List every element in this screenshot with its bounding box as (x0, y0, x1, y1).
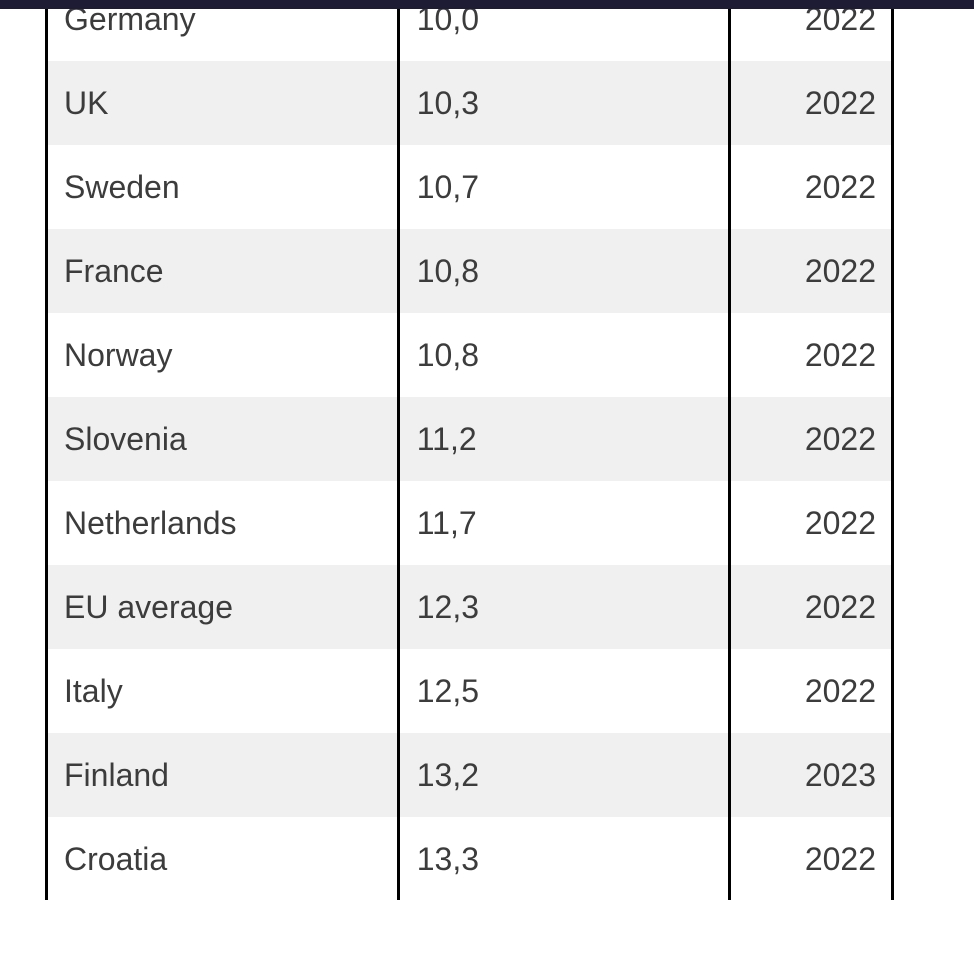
year-cell: 2022 (731, 0, 894, 61)
year-cell: 2022 (731, 61, 894, 145)
data-table: Germany 10,0 2022 UK 10,3 2022 Sweden 10… (45, 0, 894, 900)
country-cell: Croatia (48, 817, 400, 900)
top-navbar-edge (0, 0, 974, 9)
table-row: Sweden 10,7 2022 (48, 145, 894, 229)
year-cell: 2022 (731, 229, 894, 313)
year-cell: 2022 (731, 817, 894, 900)
value-cell: 12,5 (400, 649, 731, 733)
value-cell: 10,0 (400, 0, 731, 61)
country-cell: Italy (48, 649, 400, 733)
value-cell: 10,8 (400, 313, 731, 397)
table-row: Slovenia 11,2 2022 (48, 397, 894, 481)
year-cell: 2023 (731, 733, 894, 817)
value-cell: 13,3 (400, 817, 731, 900)
value-cell: 13,2 (400, 733, 731, 817)
table-scroll-region[interactable]: Germany 10,0 2022 UK 10,3 2022 Sweden 10… (0, 0, 974, 900)
year-cell: 2022 (731, 565, 894, 649)
value-cell: 10,8 (400, 229, 731, 313)
table-row: Norway 10,8 2022 (48, 313, 894, 397)
table-row: Italy 12,5 2022 (48, 649, 894, 733)
country-cell: Slovenia (48, 397, 400, 481)
table-row: France 10,8 2022 (48, 229, 894, 313)
country-cell: UK (48, 61, 400, 145)
year-cell: 2022 (731, 649, 894, 733)
table-row: Finland 13,2 2023 (48, 733, 894, 817)
country-cell: Netherlands (48, 481, 400, 565)
country-cell: Finland (48, 733, 400, 817)
value-cell: 12,3 (400, 565, 731, 649)
value-cell: 10,3 (400, 61, 731, 145)
table-row: Croatia 13,3 2022 (48, 817, 894, 900)
table-row: Germany 10,0 2022 (48, 0, 894, 61)
country-cell: France (48, 229, 400, 313)
table-row: UK 10,3 2022 (48, 61, 894, 145)
year-cell: 2022 (731, 313, 894, 397)
country-cell: Germany (48, 0, 400, 61)
table-row: Netherlands 11,7 2022 (48, 481, 894, 565)
country-cell: Sweden (48, 145, 400, 229)
year-cell: 2022 (731, 145, 894, 229)
country-cell: Norway (48, 313, 400, 397)
value-cell: 10,7 (400, 145, 731, 229)
value-cell: 11,7 (400, 481, 731, 565)
year-cell: 2022 (731, 397, 894, 481)
table-row: EU average 12,3 2022 (48, 565, 894, 649)
country-cell: EU average (48, 565, 400, 649)
value-cell: 11,2 (400, 397, 731, 481)
year-cell: 2022 (731, 481, 894, 565)
